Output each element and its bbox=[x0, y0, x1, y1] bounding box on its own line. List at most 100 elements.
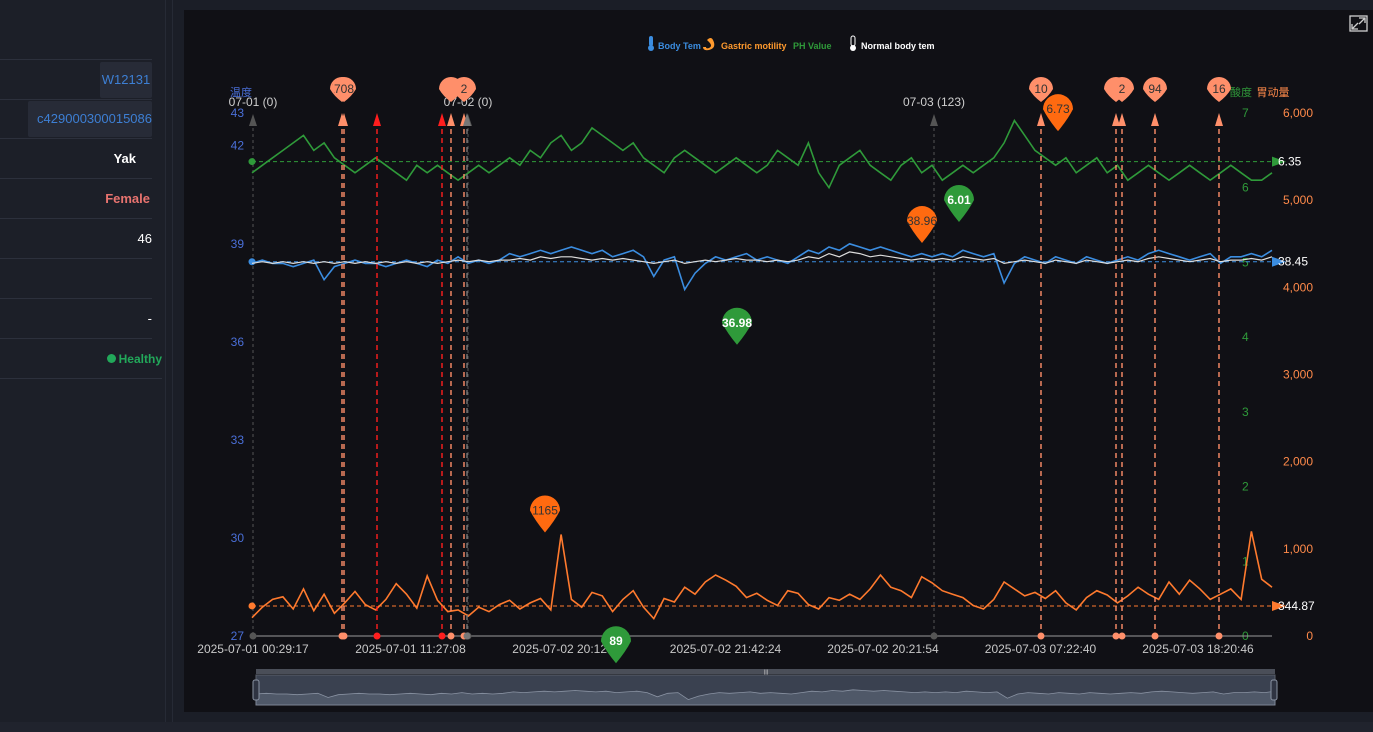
temp-axis-ticks: 27 30 33 36 39 42 43 bbox=[231, 106, 245, 643]
legend: Body Tem Gastric motility PH Value Norma… bbox=[648, 35, 935, 51]
event-arrow bbox=[1118, 113, 1126, 126]
marker-pin-max bbox=[530, 495, 560, 533]
info-row-sex: Female bbox=[0, 179, 152, 219]
legend-label-gastric: Gastric motility bbox=[721, 41, 787, 51]
marker-label: 36.98 bbox=[722, 316, 752, 330]
series-line-normal-body-tem bbox=[251, 251, 1273, 265]
ph-tick-label: 1 bbox=[1242, 554, 1249, 568]
gastric-tick-label: 1,000 bbox=[1283, 542, 1313, 556]
marker-pin-min bbox=[601, 626, 631, 664]
info-row-health: Healthy bbox=[0, 339, 162, 379]
event-arrow bbox=[1037, 113, 1045, 126]
avg-label: 38.45 bbox=[1278, 255, 1308, 269]
x-axis-ticks: 2025-07-01 00:29:17 2025-07-01 11:27:08 20… bbox=[197, 642, 1254, 656]
sex-value: Female bbox=[105, 191, 150, 206]
panel-divider bbox=[172, 0, 185, 722]
temp-tick-label: 30 bbox=[231, 531, 245, 545]
id-tag[interactable]: W12131 bbox=[100, 61, 152, 98]
legend-item-gastric[interactable]: Gastric motility bbox=[703, 38, 787, 51]
temp-tick-label: 39 bbox=[231, 237, 245, 251]
slider-top-bar[interactable] bbox=[256, 669, 1275, 674]
ph-tick-label: 4 bbox=[1242, 330, 1249, 344]
series-line-body-tem bbox=[251, 242, 1273, 292]
gastric-axis-name: 胃动量 bbox=[1257, 86, 1290, 99]
x-tick-label: 2025-07-01 11:27:08 bbox=[355, 642, 466, 656]
event-arrow bbox=[447, 113, 455, 126]
marker-label: 6.73 bbox=[1046, 102, 1070, 116]
legend-label-body-temp: Body Tem bbox=[658, 41, 701, 51]
slider-right-handle[interactable] bbox=[1270, 679, 1278, 701]
ph-tick-label: 3 bbox=[1242, 405, 1249, 419]
gastric-tick-label: 6,000 bbox=[1283, 106, 1313, 120]
marker-pin-max bbox=[1043, 94, 1073, 132]
event-lines: 70770821029416 bbox=[330, 77, 1231, 640]
info-row-species: Yak bbox=[0, 139, 152, 179]
event-point bbox=[438, 632, 446, 640]
event-arrow bbox=[1112, 113, 1120, 126]
event-point bbox=[1112, 632, 1120, 640]
temp-axis-name: 温度 bbox=[230, 85, 252, 99]
legend-item-body-temp[interactable]: Body Tem bbox=[648, 36, 701, 51]
day-markers: 07-01 (0) 07-02 (0) 07-03 (123) bbox=[229, 95, 965, 640]
info-row-id: W12131 bbox=[0, 59, 152, 100]
ph-tick-label: 2 bbox=[1242, 480, 1249, 494]
event-arrow bbox=[373, 113, 381, 126]
temp-tick-label: 42 bbox=[231, 139, 245, 153]
event-point bbox=[1151, 632, 1159, 640]
marker-pin-max bbox=[907, 206, 937, 244]
health-dot-icon bbox=[106, 354, 116, 363]
day-marker-arrow bbox=[249, 114, 257, 126]
legend-label-ph: PH Value bbox=[793, 41, 832, 51]
event-arrow bbox=[463, 113, 471, 126]
legend-item-normal-temp[interactable]: Normal body tem bbox=[850, 35, 935, 51]
thermometer-icon bbox=[850, 35, 856, 51]
event-arrow bbox=[340, 113, 348, 126]
slider-preview bbox=[255, 689, 1276, 706]
device-code-tag[interactable]: c429000300015086 bbox=[28, 100, 152, 137]
marker-label: 6.01 bbox=[947, 193, 971, 207]
unknown-value: - bbox=[147, 311, 152, 326]
event-pin bbox=[1143, 77, 1167, 102]
gastric-tick-label: 3,000 bbox=[1283, 368, 1313, 382]
legend-item-ph[interactable]: PH Value bbox=[793, 41, 832, 51]
event-point bbox=[1118, 632, 1126, 640]
event-pin-label: 94 bbox=[1148, 82, 1162, 96]
x-tick-label: 2025-07-03 18:20:46 bbox=[1142, 642, 1254, 656]
day-marker-label: 07-03 (123) bbox=[903, 95, 965, 109]
x-tick-label: 2025-07-02 21:42:24 bbox=[670, 642, 782, 656]
day-marker-label: 07-01 (0) bbox=[229, 95, 278, 109]
monitoring-chart[interactable]: Body Tem Gastric motility PH Value Norma… bbox=[184, 10, 1373, 712]
avg-arrow bbox=[1272, 600, 1286, 611]
day-marker-point bbox=[249, 632, 257, 640]
event-pin bbox=[1207, 77, 1231, 102]
x-tick-label: 2025-07-02 20:21:54 bbox=[827, 642, 939, 656]
health-status: Healthy bbox=[118, 351, 162, 366]
data-zoom-slider[interactable]: ||| bbox=[252, 669, 1278, 706]
day-marker-arrow bbox=[930, 114, 938, 126]
avg-arrow bbox=[1272, 156, 1286, 167]
event-pin-label: 708 bbox=[334, 82, 354, 96]
stomach-icon bbox=[703, 38, 715, 51]
extreme-markers: 1165 89 38.96 36.98 6.73 6.01 bbox=[530, 94, 1073, 664]
temp-tick-label: 36 bbox=[231, 335, 245, 349]
x-tick-label: 2025-07-01 00:29:17 bbox=[197, 642, 309, 656]
event-pin-label: 10 bbox=[1034, 82, 1048, 96]
gastric-tick-label: 0 bbox=[1306, 629, 1313, 643]
marker-label: 89 bbox=[609, 634, 623, 648]
gastric-tick-label: 2,000 bbox=[1283, 455, 1313, 469]
series-lines bbox=[251, 118, 1273, 620]
slider-left-handle[interactable] bbox=[252, 679, 260, 701]
expand-icon[interactable] bbox=[1349, 15, 1368, 32]
event-pin-label: 16 bbox=[1212, 82, 1226, 96]
series-line-ph-value bbox=[251, 118, 1273, 190]
event-pin-label: 2 bbox=[461, 82, 468, 96]
avg-arrow bbox=[1272, 256, 1286, 267]
event-point bbox=[1215, 632, 1223, 640]
marker-label: 38.96 bbox=[907, 214, 937, 228]
day-marker-point bbox=[930, 632, 938, 640]
event-point bbox=[463, 632, 471, 640]
slider-grip-icon[interactable]: ||| bbox=[764, 670, 769, 676]
temp-tick-label: 27 bbox=[231, 629, 245, 643]
marker-label: 1165 bbox=[532, 503, 558, 517]
